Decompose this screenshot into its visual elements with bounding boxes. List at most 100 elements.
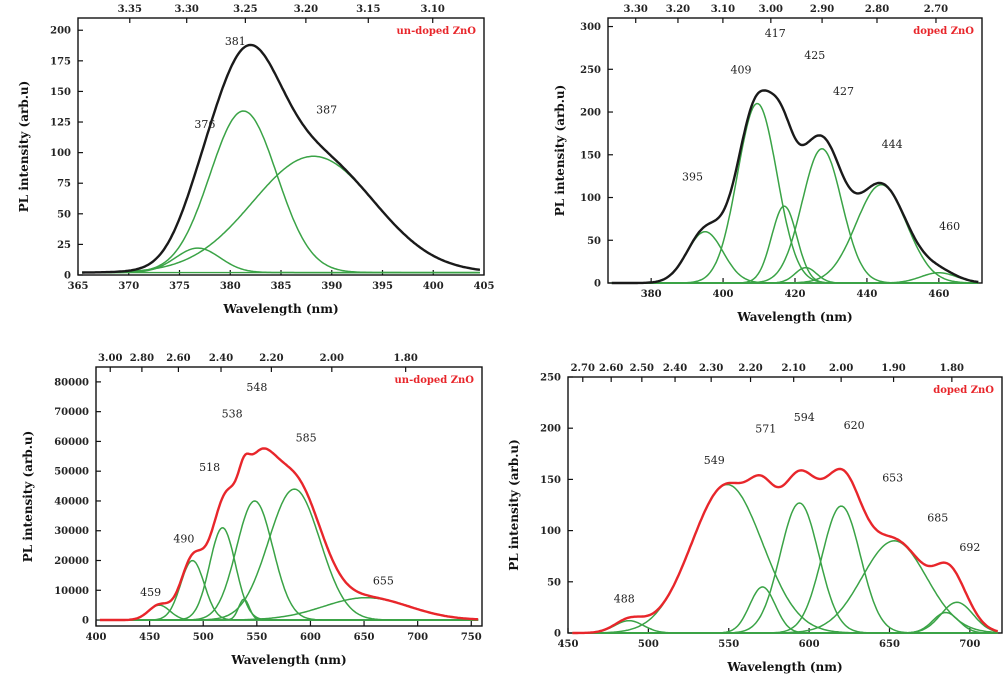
x-tick-label: 395 [372,281,393,292]
peak-label: 427 [833,85,854,98]
y-tick-label: 250 [540,373,561,384]
fit-peak-548 [99,500,479,621]
y-tick-label: 0 [594,279,601,290]
y-tick-label: 60000 [54,437,89,448]
top-tick-label: 2.50 [630,363,654,374]
top-tick-label: 3.00 [759,4,783,15]
y-tick-label: 50 [57,209,71,220]
x-tick-label: 420 [785,289,806,300]
peak-label: 488 [614,592,635,605]
y-tick-label: 100 [50,148,71,159]
top-tick-label: 2.80 [130,353,154,364]
x-tick-label: 700 [407,632,428,643]
y-tick-label: 150 [540,475,561,486]
top-tick-label: 3.15 [356,4,380,15]
x-tick-label: 550 [246,632,267,643]
x-tick-label: 450 [139,632,160,643]
sample-label: un-doped ZnO [395,375,475,386]
x-tick-label: 550 [718,639,739,650]
peak-label: 594 [794,411,815,424]
y-tick-label: 0 [82,616,89,627]
y-tick-label: 20000 [54,556,89,567]
peak-label: 387 [316,103,337,116]
peak-label: 417 [765,27,786,40]
x-tick-label: 450 [558,639,579,650]
top-tick-label: 3.20 [666,4,690,15]
top-tick-label: 3.10 [711,4,735,15]
envelope-curve [572,467,998,635]
x-tick-label: 400 [713,289,734,300]
y-tick-label: 50000 [54,467,89,478]
top-tick-label: 2.60 [166,353,190,364]
plot-frame [607,17,983,284]
y-tick-label: 100 [580,193,601,204]
fit-peak-692 [572,601,998,634]
x-tick-label: 400 [86,632,107,643]
top-tick-label: 1.90 [881,363,905,374]
top-tick-label: 3.20 [294,4,318,15]
y-tick-label: 125 [50,118,71,129]
peak-label: 548 [246,381,267,394]
top-tick-label: 1.80 [940,363,964,374]
peak-label: 460 [939,220,960,233]
top-tick-label: 1.80 [393,353,417,364]
peak-label: 620 [844,419,865,432]
top-tick-label: 2.40 [663,363,687,374]
peak-label: 549 [704,454,725,467]
fit-peak-620 [572,505,998,634]
fit-peak-460 [611,271,979,284]
fit-peak-417 [611,205,979,284]
envelope-curve [99,447,479,622]
y-tick-label: 70000 [54,407,89,418]
x-tick-label: 700 [959,639,980,650]
x-tick-label: 385 [271,281,292,292]
peak-label: 655 [373,574,394,587]
y-axis-title: PL intensity (arb.u) [21,431,35,563]
y-axis-title: PL intensity (arb.u) [553,85,567,217]
peak-label: 518 [199,461,220,474]
x-tick-label: 365 [68,281,89,292]
peak-label: 381 [225,35,246,48]
x-tick-label: 650 [354,632,375,643]
peak-label: 425 [804,49,825,62]
top-tick-label: 2.10 [782,363,806,374]
y-tick-label: 250 [580,65,601,76]
y-tick-label: 0 [554,629,561,640]
top-tick-label: 3.00 [98,353,122,364]
fit-peak-409 [611,102,979,284]
peak-label: 585 [296,431,317,444]
y-tick-label: 30000 [54,526,89,537]
y-tick-label: 150 [580,150,601,161]
peak-label: 685 [927,511,948,524]
top-tick-label: 3.30 [175,4,199,15]
top-tick-label: 2.70 [924,4,948,15]
y-tick-label: 0 [64,271,71,282]
x-tick-label: 380 [641,289,662,300]
sample-label: doped ZnO [933,385,994,396]
peak-label: 409 [731,64,752,77]
x-tick-label: 390 [321,281,342,292]
y-tick-label: 150 [50,87,71,98]
peak-label: 395 [682,170,703,183]
top-tick-label: 3.25 [233,4,257,15]
y-tick-label: 100 [540,526,561,537]
top-tick-label: 2.20 [738,363,762,374]
chart-panel-3: 400 450 500 550 600 650 700 750 0 10000 20000 30000… [21,353,483,667]
peak-label: 538 [222,408,243,421]
sample-label: un-doped ZnO [397,26,477,37]
y-tick-label: 200 [50,26,71,37]
top-tick-label: 3.35 [118,4,142,15]
y-axis-title: PL intensity (arb.u) [507,439,521,571]
peak-label: 459 [140,586,161,599]
x-axis-title: Wavelength (nm) [726,660,842,674]
fit-peak-444 [611,183,979,284]
top-tick-label: 2.80 [865,4,889,15]
y-tick-label: 10000 [54,586,89,597]
fit-peak-427 [611,148,979,284]
y-tick-label: 40000 [54,496,89,507]
y-tick-label: 80000 [54,377,89,388]
y-tick-label: 50 [587,236,601,247]
y-tick-label: 75 [57,179,71,190]
x-axis-title: Wavelength (nm) [736,310,852,324]
x-axis-title: Wavelength (nm) [230,653,346,667]
